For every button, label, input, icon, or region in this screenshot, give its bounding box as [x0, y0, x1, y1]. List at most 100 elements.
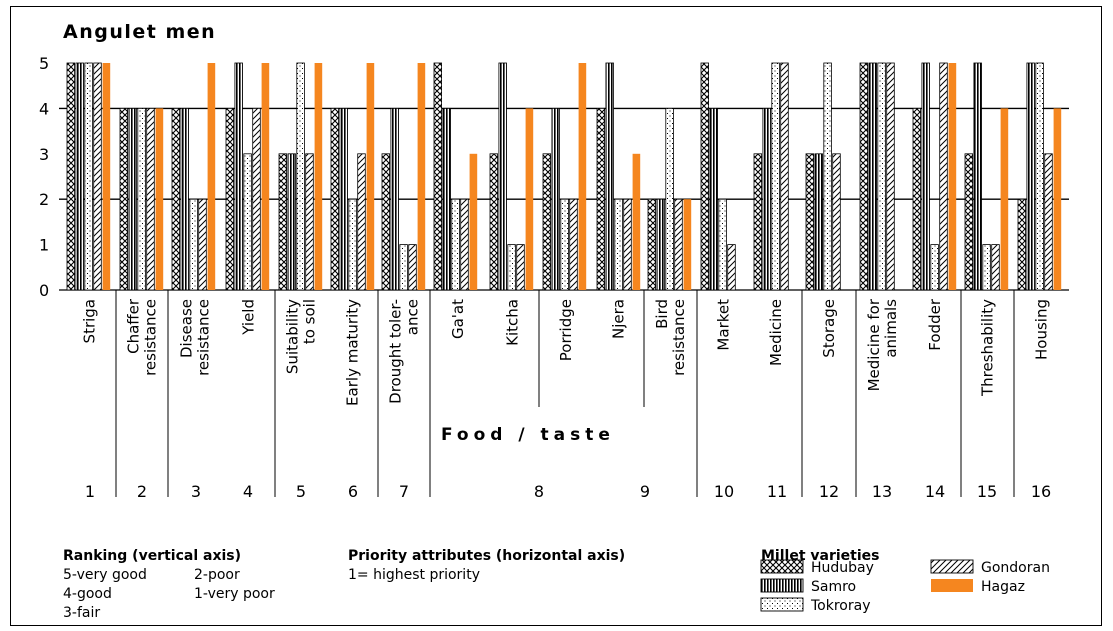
category-label: Ga'at [449, 299, 467, 339]
legend-label-hudubay: Hudubay [811, 560, 874, 576]
category-label: Housing [1033, 299, 1051, 360]
bar-tokroray [665, 108, 674, 291]
group-number-label: 8 [534, 482, 544, 501]
category-label: Threshability [979, 299, 997, 397]
bar-samro [551, 108, 560, 291]
legend-label-gondoran: Gondoran [981, 560, 1050, 576]
group-number-label: 1 [85, 482, 95, 501]
category-label: Yield [240, 299, 258, 336]
legend-swatch-gondoran [930, 559, 974, 574]
bar-samro [287, 153, 296, 291]
bar-hudubay [542, 153, 551, 291]
bar-samro [1026, 62, 1035, 291]
bar-gondoran [1044, 153, 1053, 291]
bar-hudubay [489, 153, 498, 291]
group-number-label: 6 [348, 482, 358, 501]
bar-gondoran [93, 62, 102, 291]
bar-tokroray [507, 244, 516, 291]
legend: Ranking (vertical axis) 5-very good 2-po… [63, 548, 1050, 621]
bar-gondoran [357, 153, 366, 291]
bar-hudubay [66, 62, 75, 291]
category-label: Early maturity [344, 299, 362, 406]
y-tick-label: 1 [39, 236, 49, 255]
bar-tokroray [877, 62, 886, 291]
bar-samro [234, 62, 243, 291]
bar-hagaz [261, 63, 270, 290]
legend-swatch-hagaz [931, 579, 973, 592]
bar-hagaz [155, 108, 164, 291]
group-number-label: 2 [137, 482, 147, 501]
bar-hagaz [417, 63, 426, 290]
bar-tokroray [1035, 62, 1044, 291]
bars [66, 62, 1062, 291]
group-number-label: 12 [819, 482, 839, 501]
ranking-item-2: 2-poor [194, 567, 240, 583]
bar-hudubay [1017, 198, 1026, 291]
bar-samro [709, 108, 718, 291]
bar-tokroray [930, 244, 939, 291]
category-label: Njera [610, 299, 628, 339]
variety-legend: Hudubay Samro Tokroray Gondoran Hagaz [760, 559, 1050, 614]
bar-samro [390, 108, 399, 291]
bar-hudubay [859, 62, 868, 291]
group-number-label: 4 [243, 482, 253, 501]
category-label: Suitabilityto soil [284, 299, 319, 374]
bar-gondoran [939, 62, 948, 291]
priority-legend-title: Priority attributes (horizontal axis) [348, 548, 625, 564]
chart-title: Angulet men [63, 21, 216, 43]
legend-label-samro: Samro [811, 579, 856, 595]
legend-label-tokroray: Tokroray [810, 598, 870, 614]
bar-tokroray [296, 62, 305, 291]
y-tick-label: 4 [39, 99, 49, 118]
group-number-label: 7 [399, 482, 409, 501]
bar-gondoran [408, 244, 417, 291]
bar-hudubay [596, 108, 605, 291]
bar-hagaz [469, 153, 478, 290]
bar-samro [921, 62, 930, 291]
bar-tokroray [189, 198, 198, 291]
category-label: Porridge [557, 299, 575, 361]
category-label: Striga [81, 299, 99, 343]
bar-hudubay [119, 108, 128, 291]
bar-hudubay [330, 108, 339, 291]
bar-gondoran [991, 244, 1000, 291]
category-label: Kitcha [504, 299, 522, 346]
y-tick-label: 2 [39, 190, 49, 209]
category-label: Diseaseresistance [178, 299, 213, 376]
ranking-item-3: 3-fair [63, 605, 100, 621]
bar-gondoran [460, 198, 469, 291]
bar-samro [442, 108, 451, 291]
bar-tokroray [243, 153, 252, 291]
legend-swatch-samro [760, 578, 804, 593]
group-number-label: 11 [767, 482, 787, 501]
bar-samro [973, 62, 982, 291]
category-label: Chafferresistance [125, 298, 160, 376]
bar-gondoran [886, 62, 895, 291]
bar-hudubay [381, 153, 390, 291]
group-number-label: 13 [872, 482, 892, 501]
group-number-label: 5 [296, 482, 306, 501]
group-number-label: 3 [191, 482, 201, 501]
bar-samro [814, 153, 823, 291]
priority-legend-text: 1= highest priority [348, 567, 480, 583]
legend-swatch-tokroray [760, 597, 804, 612]
bar-tokroray [982, 244, 991, 291]
bar-hagaz [1000, 108, 1009, 291]
bar-hagaz [207, 63, 216, 290]
bar-tokroray [451, 198, 460, 291]
bar-gondoran [674, 198, 683, 291]
group-number-label: 14 [925, 482, 945, 501]
bar-hagaz [632, 153, 641, 290]
category-label: Medicine foranimals [865, 298, 900, 391]
bar-tokroray [823, 62, 832, 291]
bar-gondoran [146, 108, 155, 291]
bar-hudubay [278, 153, 287, 291]
bar-gondoran [305, 153, 314, 291]
bar-samro [868, 62, 877, 291]
category-label: Drought toler-ance [387, 299, 422, 404]
ranking-item-5: 5-very good [63, 567, 147, 583]
bar-gondoran [198, 198, 207, 291]
y-tick-label: 0 [39, 281, 49, 300]
